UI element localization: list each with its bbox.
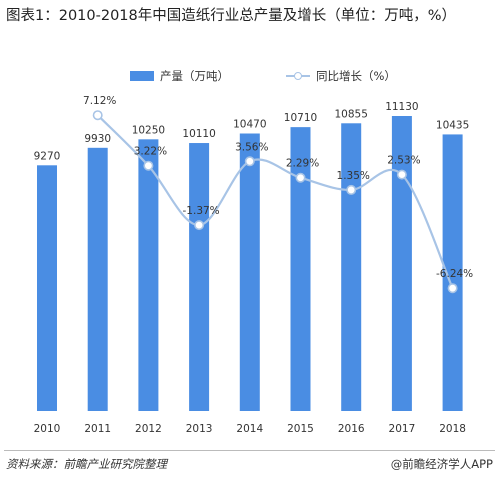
growth-label-2014: 3.56% [235,141,268,153]
brand-credit: @前瞻经济学人APP [390,457,493,471]
growth-point-2016 [346,184,357,195]
bar-label-2013: 10110 [182,128,215,140]
legend-item-growth: 同比增长（%） [286,68,396,84]
legend-label-growth: 同比增长（%） [316,69,396,83]
x-tick-2011: 2011 [84,423,111,435]
bar-label-2018: 10435 [436,119,469,131]
legend-item-output: 产量（万吨） [130,68,229,84]
bar-2015 [290,127,311,411]
growth-point-2012 [143,160,154,171]
bar-2012 [138,139,159,412]
bar-2011 [87,147,108,412]
growth-label-2015: 2.29% [286,158,319,170]
bar-label-2015: 10710 [284,112,317,124]
bar-2013 [189,143,210,411]
x-tick-2017: 2017 [389,423,416,435]
growth-point-2013 [194,220,205,231]
bar-series [37,116,463,412]
bar-label-2011: 9930 [84,133,111,145]
x-tick-2015: 2015 [287,423,314,435]
bar-label-2010: 9270 [34,150,61,162]
growth-point-2015 [295,172,306,183]
bar-2014 [239,133,260,411]
footer-divider [4,450,495,451]
growth-point-2011 [92,110,103,121]
bar-label-2016: 10855 [334,108,367,120]
footer: 资料来源：前瞻产业研究院整理 @前瞻经济学人APP [0,446,499,481]
growth-label-2016: 1.35% [337,170,370,182]
bar-label-2017: 11130 [385,101,418,113]
x-tick-2010: 2010 [34,423,61,435]
growth-label-2011: 7.12% [83,95,116,107]
bar-value-labels: 9270 9930 10250 10110 10470 10710 10855 11130 10… [34,101,470,162]
growth-line-series: 7.12% 3.22% -1.37% 3.56% 2.29% 1.35% 2.53% -6.2… [83,95,473,294]
legend-label-output: 产量（万吨） [160,69,229,83]
chart-title: 图表1：2010-2018年中国造纸行业总产量及增长（单位：万吨，%） [6,8,457,24]
growth-point-2018 [447,283,458,294]
x-axis: 2010 2011 2012 2013 2014 2015 2016 2017 2018 [34,423,466,435]
x-tick-2018: 2018 [439,423,466,435]
growth-point-2017 [396,169,407,180]
growth-point-2014 [244,156,255,167]
legend-swatch-bar [130,71,154,81]
bar-label-2012: 10250 [132,124,165,136]
bar-label-2014: 10470 [233,118,266,130]
x-tick-2012: 2012 [135,423,162,435]
growth-label-2012: 3.22% [134,146,167,158]
growth-label-2013: -1.37% [183,205,220,217]
bar-2016 [341,123,362,412]
source-note: 资料来源：前瞻产业研究院整理 [6,457,167,471]
x-tick-2016: 2016 [338,423,365,435]
bar-2018 [442,134,463,411]
x-tick-2014: 2014 [236,423,263,435]
chart-legend: 产量（万吨） 同比增长（%） [0,68,499,84]
legend-swatch-line [286,71,310,81]
growth-label-2017: 2.53% [387,155,420,167]
bar-2017 [391,116,412,411]
growth-label-2018: -6.24% [436,268,473,280]
bar-2010 [37,165,57,411]
x-tick-2013: 2013 [186,423,213,435]
